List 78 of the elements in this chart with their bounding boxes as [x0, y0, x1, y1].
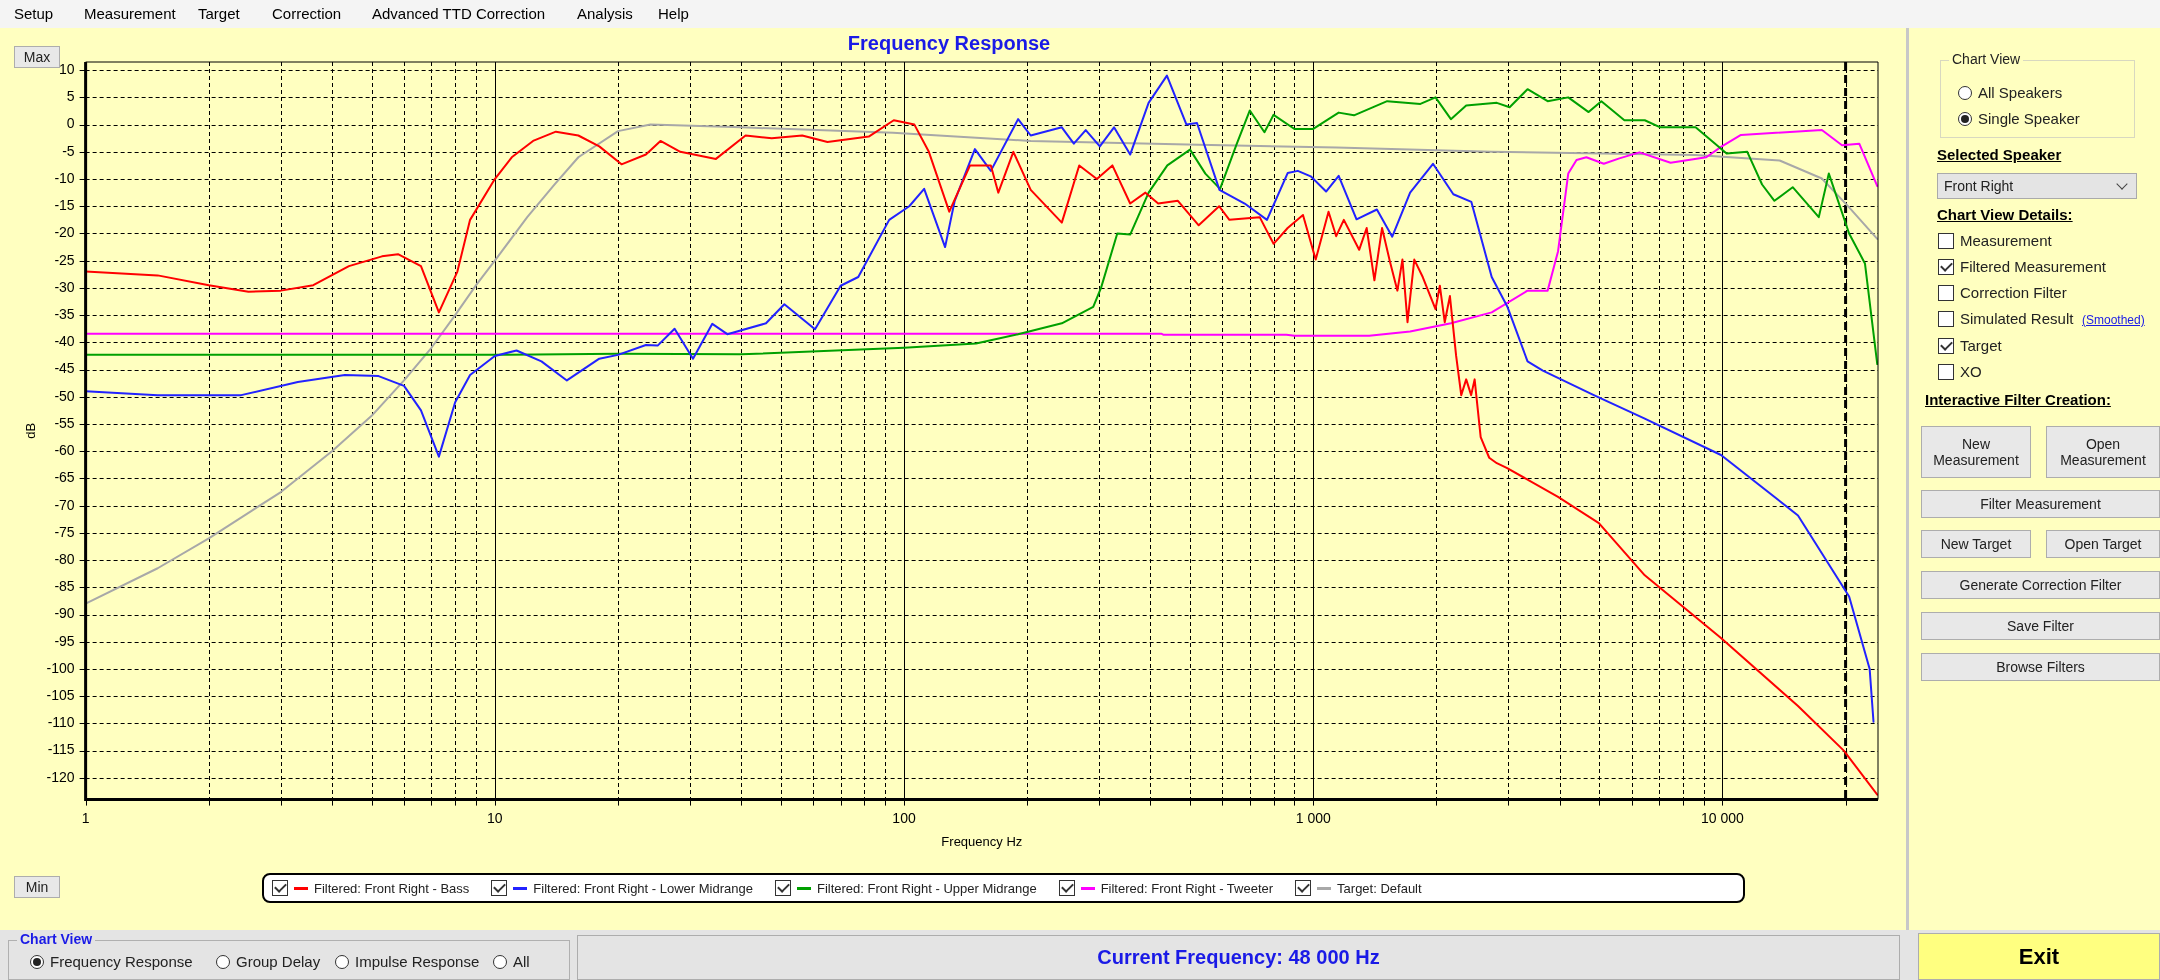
text: Chart View	[1949, 51, 2024, 67]
text: Single Speaker	[1978, 110, 2080, 127]
text: Generate Correction Filter	[1921, 571, 2160, 599]
y-tick-label: -20	[54, 224, 75, 241]
text: Measurement	[1960, 232, 2052, 249]
y-tick-label: -30	[54, 278, 75, 295]
legend-label: Filtered: Front Right - Bass	[314, 880, 470, 896]
text: Interactive Filter Creation:	[1925, 391, 2111, 408]
text: Max	[14, 46, 60, 68]
text: Setup	[14, 5, 54, 22]
chart-title: Frequency Response	[847, 31, 1051, 54]
x-tick-label: 10	[487, 809, 503, 826]
y-tick-label: -85	[54, 578, 75, 595]
y-tick-label: -90	[54, 605, 75, 622]
text: Filtered Measurement	[1960, 258, 2106, 275]
text: Target	[198, 5, 240, 22]
text: Open Measurement	[2046, 426, 2160, 478]
x-axis-title: Frequency Hz	[941, 833, 1023, 849]
y-tick-label: -25	[54, 251, 75, 268]
text: Correction	[272, 5, 342, 22]
x-tick-label: 1 000	[1295, 809, 1331, 826]
y-tick-label: -95	[54, 632, 75, 649]
text: Selected Speaker	[1937, 146, 2062, 163]
text: Open Target	[2046, 530, 2160, 558]
text: New Target	[1921, 530, 2031, 558]
text: XO	[1960, 363, 1982, 380]
y-tick-label: -35	[54, 305, 75, 322]
y-tick-label: -115	[47, 741, 75, 758]
text: Save Filter	[1921, 612, 2160, 640]
y-tick-label: -100	[46, 659, 75, 676]
text: Group Delay	[236, 953, 321, 970]
legend-label: Target: Default	[1337, 880, 1422, 896]
text: Min	[14, 876, 60, 898]
y-tick-label: -75	[54, 523, 75, 540]
text: (Smoothed)	[2082, 313, 2145, 327]
text: Exit	[1918, 933, 2160, 980]
text: Measurement	[84, 5, 176, 22]
y-tick-label: -40	[54, 333, 75, 350]
legend-label: Filtered: Front Right - Tweeter	[1100, 880, 1274, 896]
y-tick-label: 0	[66, 115, 75, 132]
text: Browse Filters	[1921, 653, 2160, 681]
y-tick-label: 5	[66, 88, 75, 105]
text: Advanced TTD Correction	[372, 5, 546, 22]
text: Front Right	[1944, 178, 2014, 194]
y-tick-label: -15	[54, 197, 75, 214]
y-axis-title: dB	[23, 422, 39, 439]
y-tick-label: 10	[59, 61, 75, 78]
text: Analysis	[577, 5, 633, 22]
text: Filter Measurement	[1921, 490, 2160, 518]
x-tick-label: 10 000	[1701, 809, 1745, 826]
text: Help	[658, 5, 689, 22]
y-tick-label: -110	[47, 714, 75, 731]
x-tick-label: 1	[81, 809, 90, 826]
y-tick-label: -60	[54, 442, 75, 459]
text: All Speakers	[1978, 84, 2063, 101]
y-tick-label: -65	[54, 469, 75, 486]
y-tick-label: -10	[54, 169, 75, 186]
text: Chart View	[17, 931, 96, 947]
y-tick-label: -70	[54, 496, 75, 513]
y-tick-label: -55	[54, 414, 75, 431]
y-tick-label: -45	[54, 360, 75, 377]
text: Chart View Details:	[1937, 206, 2073, 223]
text: All	[513, 953, 530, 970]
text: Impulse Response	[355, 953, 480, 970]
legend-label: Filtered: Front Right - Lower Midrange	[533, 880, 753, 896]
text: Correction Filter	[1960, 284, 2067, 301]
text: Simulated Result	[1960, 310, 2074, 327]
text: Frequency Response	[50, 953, 193, 970]
y-tick-label: -105	[46, 687, 75, 704]
text: Target	[1960, 337, 2002, 354]
x-tick-label: 100	[892, 809, 916, 826]
y-tick-label: -80	[54, 550, 75, 567]
y-tick-label: -120	[46, 768, 75, 785]
text: New Measurement	[1921, 426, 2031, 478]
legend-label: Filtered: Front Right - Upper Midrange	[816, 880, 1037, 896]
y-tick-label: -5	[62, 142, 75, 159]
y-tick-label: -50	[54, 387, 75, 404]
text: Current Frequency: 48 000 Hz	[577, 935, 1900, 980]
